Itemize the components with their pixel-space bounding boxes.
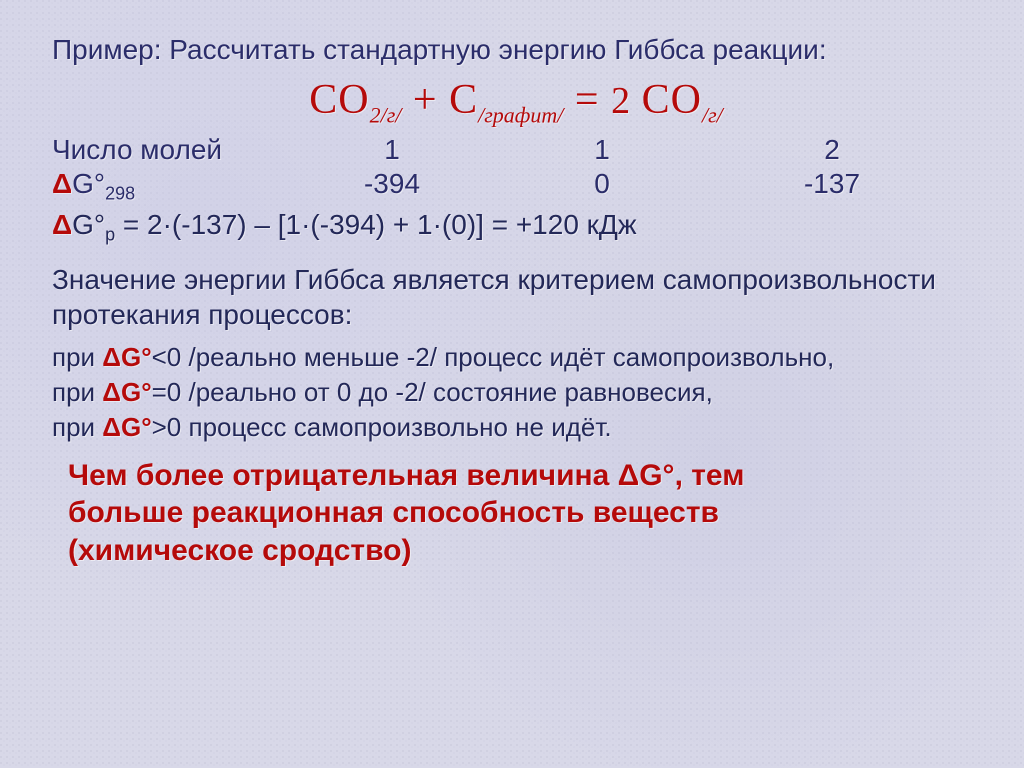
cond-pre: при [52, 377, 102, 407]
row-moles: Число молей 1 1 2 [52, 134, 980, 166]
calc-mid: G° [72, 209, 105, 240]
moles-1: 1 [312, 134, 472, 166]
cond-rest: процесс самопроизвольно не идёт. [188, 412, 611, 442]
g-1: -394 [312, 168, 472, 205]
example-title: Пример: Рассчитать стандартную энергию Г… [52, 34, 980, 66]
condition-0: при ΔG°<0 /реально меньше -2/ процесс ид… [52, 342, 980, 373]
cond-symbol: ΔG° [102, 342, 151, 372]
condition-1: при ΔG°=0 /реально от 0 до -2/ состояние… [52, 377, 980, 408]
eq-plus: + [413, 77, 449, 123]
condition-2: при ΔG°>0 процесс самопроизвольно не идё… [52, 412, 980, 443]
eq-lhs1: СО [309, 77, 369, 123]
cond-pre: при [52, 342, 102, 372]
delta-icon: Δ [52, 168, 72, 199]
cond-op: >0 [152, 412, 189, 442]
final-l1c: , тем [675, 459, 745, 492]
cond-op: <0 [152, 342, 189, 372]
final-statement: Чем более отрицательная величина ΔG°, те… [52, 457, 980, 570]
g-label: ΔG°298 [52, 168, 312, 205]
g-sub: 298 [105, 184, 135, 204]
eq-sub3: /г/ [702, 102, 723, 127]
cond-op: =0 [152, 377, 189, 407]
row-g: ΔG°298 -394 0 -137 [52, 168, 980, 205]
final-dg-symbol: ΔG° [618, 459, 675, 492]
moles-2: 1 [472, 134, 732, 166]
g-mid: G° [72, 168, 105, 199]
eq-lhs2: С [449, 77, 478, 123]
data-block: Число молей 1 1 2 ΔG°298 -394 0 -137 [52, 134, 980, 205]
final-l3: (химическое сродство) [68, 534, 411, 567]
conditions-list: при ΔG°<0 /реально меньше -2/ процесс ид… [52, 342, 980, 443]
reaction-equation: СО2/г/ + С/графит/ = 2 СО/г/ [52, 76, 980, 128]
cond-pre: при [52, 412, 102, 442]
criterion-paragraph: Значение энергии Гиббса является критери… [52, 262, 980, 332]
eq-coef: 2 [611, 80, 642, 122]
delta-icon-2: Δ [52, 209, 72, 240]
g-3: -137 [732, 168, 932, 205]
final-l2: больше реакционная способность веществ [68, 496, 719, 529]
moles-3: 2 [732, 134, 932, 166]
cond-symbol: ΔG° [102, 377, 151, 407]
calc-line: ΔG°р = 2·(-137) – [1·(-394) + 1·(0)] = +… [52, 209, 980, 246]
final-l1a: Чем более отрицательная величина [68, 459, 618, 492]
eq-sub2: /графит/ [478, 102, 563, 127]
cond-rest: /реально от 0 до -2/ состояние равновеси… [188, 377, 712, 407]
g-2: 0 [472, 168, 732, 205]
calc-rest: = 2·(-137) – [1·(-394) + 1·(0)] = +120 к… [115, 209, 637, 240]
calc-sub: р [105, 225, 115, 245]
cond-rest: /реально меньше -2/ процесс идёт самопро… [188, 342, 834, 372]
moles-label: Число молей [52, 134, 312, 166]
cond-symbol: ΔG° [102, 412, 151, 442]
eq-eq: = [575, 77, 611, 123]
eq-rhs: СО [642, 77, 702, 123]
eq-sub1: 2/г/ [370, 102, 402, 127]
